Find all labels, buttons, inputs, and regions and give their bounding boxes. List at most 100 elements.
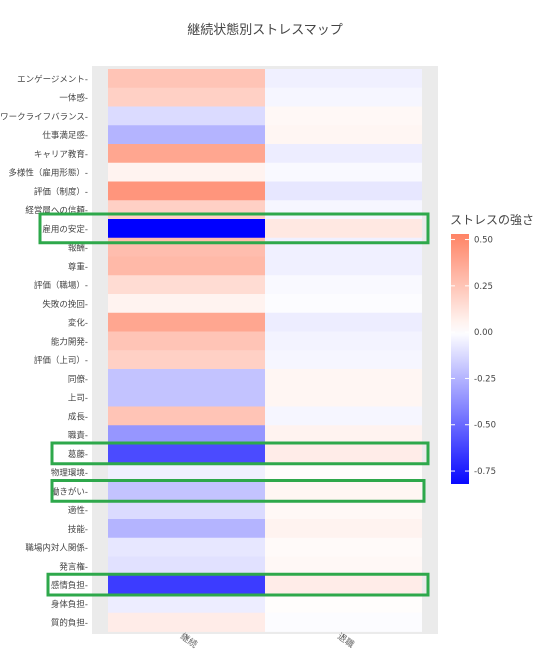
y-tick-label: 質的負担- [51,618,88,629]
heatmap-cell [265,350,422,370]
heatmap-cell [265,425,422,445]
y-tick-label: 物理環境- [51,468,88,479]
heatmap-cell [108,312,265,332]
y-tick-label: 失敗の挽回- [42,299,88,310]
heatmap-cell [265,200,422,220]
heatmap-cell [108,350,265,370]
y-tick-label: 経営層への信頼- [25,205,88,216]
y-tick-label: 技能- [68,524,88,535]
heatmap-cell [265,481,422,501]
heatmap-cell [108,537,265,557]
heatmap-cell [108,425,265,445]
heatmap-cell [265,237,422,257]
y-tick-label: 上司- [68,394,88,404]
heatmap-cell [108,275,265,295]
x-tick-label: 退職 [335,631,356,650]
legend-tick-label: 0.00 [474,328,493,338]
heatmap-cell [265,556,422,576]
heatmap-cell [108,181,265,201]
heatmap-cell [108,162,265,182]
heatmap-cell [265,294,422,314]
heatmap-cell [265,144,422,164]
heatmap-cell [108,106,265,126]
highlight-box [50,441,430,466]
heatmap-cell [265,219,422,239]
y-tick-label: 発言権- [59,561,88,572]
legend-tick-label: -0.50 [474,421,496,431]
heatmap-cell [265,575,422,595]
heatmap-cell [108,256,265,276]
y-tick-label: 職責- [68,430,88,441]
heatmap-cell [108,369,265,389]
heatmap-cell [265,369,422,389]
y-tick-label: 仕事満足感- [42,130,88,141]
heatmap-cell [265,162,422,182]
y-tick-label: 雇用の安定- [42,224,88,235]
legend-tick-label: 0.50 [474,236,493,246]
heatmap-cell [108,556,265,576]
y-tick-label: 能力開発- [51,336,88,347]
legend-tick-label: -0.75 [474,467,496,477]
y-tick-label: 評価（職場）- [34,280,88,291]
heatmap-cell [108,237,265,257]
y-tick-label: 評価（制度）- [34,186,88,197]
heatmap-cell [265,106,422,126]
heatmap-cell [108,612,265,632]
heatmap-cell [265,519,422,539]
heatmap-cell [108,219,265,239]
heatmap-cell [265,87,422,107]
heatmap-cell [108,144,265,164]
y-tick-label: 感情負担- [51,580,88,591]
y-tick-label: 同僚- [68,374,88,385]
y-tick-label: 成長- [68,411,88,422]
y-tick-label: 評価（上司）- [34,355,88,366]
y-tick-label: キャリア教育- [34,149,88,160]
heatmap-cell [265,331,422,351]
heatmap-cell [265,181,422,201]
y-tick-label: 適性- [68,505,88,516]
heatmap-cell [108,387,265,407]
heatmap-cell [108,575,265,595]
highlight-box [38,212,430,245]
heatmap-cell [265,500,422,520]
y-tick-label: 尊重- [68,261,88,272]
heatmap-cell [108,500,265,520]
heatmap-cell [108,331,265,351]
heatmap-cell [265,69,422,89]
heatmap-cell [265,537,422,557]
y-tick-label: 葛藤- [68,449,88,460]
heatmap-cell [108,294,265,314]
legend-title: ストレスの強さ [450,213,534,227]
legend-colorbar [451,234,469,484]
y-tick-label: 多様性（雇用形態）- [8,168,88,179]
chart-title: 継続状態別ストレスマップ [187,22,343,38]
highlight-box [46,572,430,597]
heatmap-cell [265,387,422,407]
y-tick-label: 働きがい- [51,486,88,497]
heatmap-cell [108,406,265,426]
heatmap-cell [108,519,265,539]
heatmap-cell [265,612,422,632]
heatmap-cell [108,462,265,482]
heatmap-cell [265,444,422,464]
heatmap-cell [265,256,422,276]
heatmap-cell [265,594,422,614]
y-tick-label: エンゲージメント- [17,74,88,85]
heatmap-cell [108,125,265,145]
heatmap-cell [265,275,422,295]
y-tick-label: 変化- [68,318,88,329]
heatmap-cell [108,200,265,220]
heatmap-cell [265,406,422,426]
heatmap-cell [265,125,422,145]
heatmap-cell [108,444,265,464]
y-tick-label: ワークライフバランス- [0,112,88,122]
heatmap-cell [108,481,265,501]
highlight-box [50,479,426,503]
heatmap-cell [265,312,422,332]
heatmap-cell [108,87,265,107]
y-tick-label: 職場内対人関係- [25,543,88,554]
y-tick-label: 一体感- [59,93,88,104]
heatmap-cell [265,462,422,482]
legend-tick-label: -0.25 [474,374,496,384]
